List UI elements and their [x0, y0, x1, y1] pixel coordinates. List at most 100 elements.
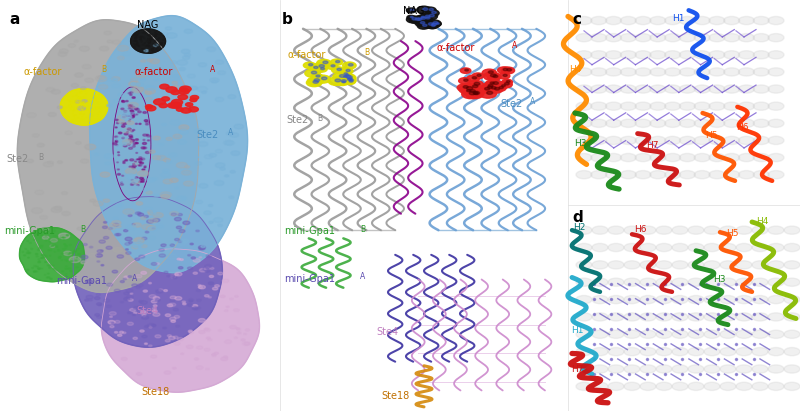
Circle shape — [784, 382, 800, 390]
Circle shape — [58, 256, 61, 258]
Circle shape — [303, 62, 315, 69]
Circle shape — [142, 245, 147, 248]
Circle shape — [130, 308, 136, 312]
Circle shape — [487, 86, 493, 88]
Circle shape — [427, 20, 441, 27]
Circle shape — [54, 236, 56, 237]
Circle shape — [49, 265, 51, 266]
Circle shape — [28, 252, 31, 254]
Circle shape — [724, 68, 740, 76]
Circle shape — [624, 382, 640, 390]
Circle shape — [153, 218, 160, 222]
Circle shape — [624, 226, 640, 234]
Circle shape — [138, 111, 142, 113]
Circle shape — [130, 184, 134, 185]
Circle shape — [606, 68, 622, 76]
Circle shape — [149, 31, 150, 32]
Circle shape — [465, 69, 469, 71]
Circle shape — [688, 382, 704, 390]
Circle shape — [576, 243, 592, 252]
Circle shape — [608, 313, 624, 321]
Circle shape — [640, 296, 656, 304]
Circle shape — [656, 278, 672, 286]
Circle shape — [118, 115, 126, 120]
Circle shape — [139, 159, 142, 160]
Circle shape — [42, 230, 45, 231]
Circle shape — [754, 85, 770, 93]
Circle shape — [180, 86, 191, 92]
Circle shape — [205, 267, 210, 270]
Circle shape — [624, 278, 640, 286]
Circle shape — [130, 110, 134, 112]
Circle shape — [214, 285, 219, 287]
Circle shape — [66, 276, 67, 277]
Circle shape — [421, 21, 425, 24]
Circle shape — [497, 83, 508, 89]
Circle shape — [407, 15, 415, 19]
Circle shape — [704, 226, 720, 234]
Circle shape — [768, 296, 784, 304]
Circle shape — [131, 182, 135, 184]
Circle shape — [132, 87, 143, 93]
Circle shape — [720, 330, 736, 338]
Circle shape — [127, 115, 130, 116]
Circle shape — [173, 367, 176, 369]
Circle shape — [154, 305, 157, 307]
Circle shape — [50, 255, 51, 256]
Circle shape — [103, 222, 107, 223]
Circle shape — [429, 9, 434, 11]
Circle shape — [36, 271, 38, 272]
Circle shape — [55, 245, 58, 247]
Circle shape — [709, 171, 725, 179]
Circle shape — [768, 51, 784, 59]
Circle shape — [640, 382, 656, 390]
Circle shape — [430, 14, 434, 17]
Circle shape — [198, 63, 206, 67]
Circle shape — [576, 226, 592, 234]
Circle shape — [418, 23, 430, 29]
Circle shape — [752, 365, 768, 373]
Circle shape — [136, 372, 142, 375]
Circle shape — [155, 36, 156, 37]
Circle shape — [186, 114, 194, 119]
Circle shape — [117, 162, 118, 163]
Circle shape — [112, 76, 120, 81]
Circle shape — [433, 21, 438, 24]
Circle shape — [97, 316, 102, 318]
Circle shape — [47, 265, 48, 266]
Circle shape — [218, 71, 226, 75]
Circle shape — [160, 192, 171, 198]
Circle shape — [65, 113, 66, 114]
Circle shape — [141, 158, 145, 160]
Circle shape — [470, 91, 480, 97]
Circle shape — [335, 79, 341, 82]
Circle shape — [141, 310, 146, 313]
Circle shape — [134, 148, 140, 151]
Circle shape — [120, 184, 123, 185]
Circle shape — [142, 142, 146, 145]
Circle shape — [665, 102, 681, 110]
Circle shape — [187, 304, 193, 306]
Circle shape — [112, 220, 121, 225]
Circle shape — [186, 103, 193, 106]
Circle shape — [34, 235, 36, 236]
Circle shape — [146, 135, 150, 137]
Circle shape — [58, 52, 67, 56]
Circle shape — [82, 100, 87, 103]
Circle shape — [640, 278, 656, 286]
Circle shape — [74, 107, 76, 108]
Circle shape — [143, 139, 145, 141]
Circle shape — [43, 162, 54, 167]
Circle shape — [704, 243, 720, 252]
Circle shape — [768, 278, 784, 286]
Circle shape — [427, 23, 438, 29]
Circle shape — [178, 107, 185, 111]
Circle shape — [170, 275, 174, 277]
Circle shape — [635, 102, 651, 110]
Circle shape — [244, 342, 250, 345]
Circle shape — [129, 120, 130, 122]
Circle shape — [331, 65, 335, 67]
Circle shape — [472, 73, 484, 79]
Circle shape — [679, 136, 695, 145]
Circle shape — [156, 34, 157, 35]
